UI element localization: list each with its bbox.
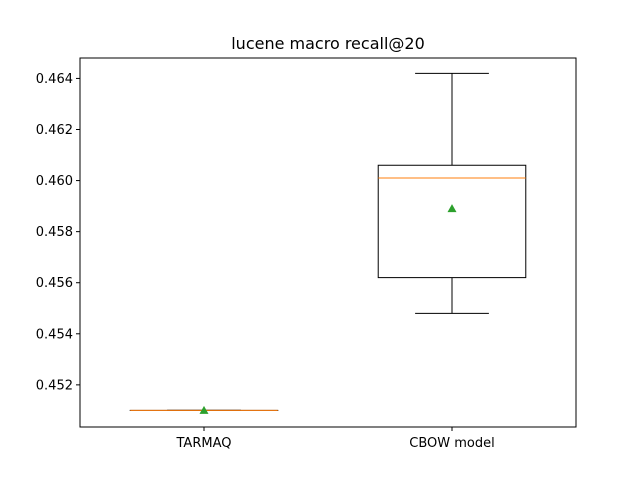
x-tick-label: CBOW model	[409, 436, 494, 451]
box-iqr	[377, 164, 527, 279]
plot-frame	[79, 57, 577, 428]
y-tick-label: 0.456	[36, 276, 73, 291]
mean-marker	[199, 405, 209, 414]
mean-marker	[447, 204, 457, 213]
y-tick-label: 0.460	[36, 174, 73, 189]
chart-title: lucene macro recall@20	[231, 34, 425, 53]
y-tick-label: 0.452	[36, 378, 73, 393]
y-tick-label: 0.462	[36, 123, 73, 138]
x-tick-label: TARMAQ	[176, 436, 232, 451]
plot-area: 0.452 0.454 0.456 0.458 0.460 0.462 0.464 TARMA…	[36, 72, 527, 451]
y-tick-label: 0.454	[36, 327, 73, 342]
y-tick-label: 0.464	[36, 72, 73, 87]
y-tick-label: 0.458	[36, 225, 73, 240]
